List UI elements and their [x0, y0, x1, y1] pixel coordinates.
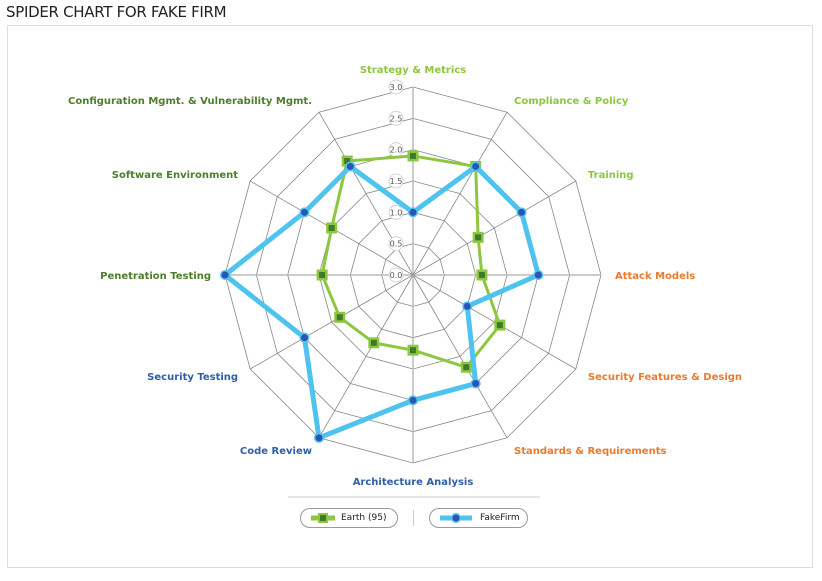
legend-item-fakefirm[interactable]: FakeFirm: [429, 508, 528, 528]
data-point-inner: [463, 302, 471, 310]
tick-badge: [388, 110, 404, 126]
data-point-inner: [300, 208, 308, 216]
axis-label: Code Review: [240, 446, 312, 457]
axis-label: Strategy & Metrics: [360, 65, 466, 76]
axis-label: Configuration Mgmt. & Vulnerability Mgmt…: [68, 96, 312, 107]
series-line: [320, 154, 502, 369]
axis-label: Architecture Analysis: [353, 477, 474, 488]
tick-label: 0.5: [390, 240, 403, 249]
data-point-inner: [534, 271, 542, 279]
data-point-inner: [319, 272, 326, 278]
tick-badge: [388, 267, 404, 283]
axis-line: [249, 274, 414, 370]
tick-badge: [388, 173, 404, 189]
data-point-inner: [221, 271, 229, 279]
data-point-inner: [478, 272, 485, 278]
data-point-inner: [472, 380, 480, 388]
axis-label: Software Environment: [112, 170, 239, 181]
data-point-inner: [409, 208, 417, 216]
tick-label: 0.0: [390, 271, 403, 280]
data-point-inner: [300, 334, 308, 342]
data-point-inner: [344, 158, 351, 165]
page-title: SPIDER CHART FOR FAKE FIRM: [6, 3, 227, 21]
axis-label: Penetration Testing: [100, 271, 211, 282]
data-point-inner: [336, 314, 343, 321]
data-point-inner: [328, 225, 335, 231]
data-point-inner: [463, 364, 470, 371]
axis-label: Compliance & Policy: [514, 96, 629, 107]
legend-label: Earth (95): [341, 513, 387, 523]
tick-badge: [388, 204, 404, 220]
data-point-inner: [475, 234, 482, 241]
legend-separator: [413, 510, 414, 526]
tick-label: 1.0: [390, 208, 403, 217]
axis-line: [412, 180, 577, 276]
tick-label: 3.0: [390, 83, 403, 92]
data-point-inner: [496, 322, 503, 329]
axis-label: Attack Models: [615, 271, 695, 282]
data-point-inner: [315, 434, 323, 442]
tick-label: 1.5: [390, 177, 403, 186]
tick-badge: [388, 79, 404, 95]
tick-label: 2.0: [390, 146, 403, 155]
data-point-inner: [410, 347, 416, 354]
axis-label: Security Testing: [147, 372, 238, 383]
circle-marker-icon: [440, 513, 472, 523]
axis-label: Training: [588, 170, 634, 181]
square-marker-icon: [311, 513, 335, 523]
data-point-inner: [409, 396, 417, 404]
axis-label: Standards & Requirements: [514, 446, 666, 457]
data-point-inner: [518, 208, 526, 216]
legend-label: FakeFirm: [480, 513, 520, 523]
tick-label: 2.5: [390, 114, 403, 123]
axis-line: [412, 111, 508, 276]
legend-item-earth[interactable]: Earth (95): [300, 508, 398, 528]
tick-badge: [388, 236, 404, 252]
axis-line: [318, 274, 414, 439]
axis-line: [318, 111, 414, 276]
data-point-inner: [472, 162, 480, 170]
axis-label: Security Features & Design: [588, 372, 742, 383]
data-point-inner: [346, 162, 354, 170]
data-point-inner: [370, 339, 377, 346]
data-point-inner: [410, 152, 416, 159]
chart-frame: [7, 25, 813, 568]
axis-line: [412, 274, 508, 439]
